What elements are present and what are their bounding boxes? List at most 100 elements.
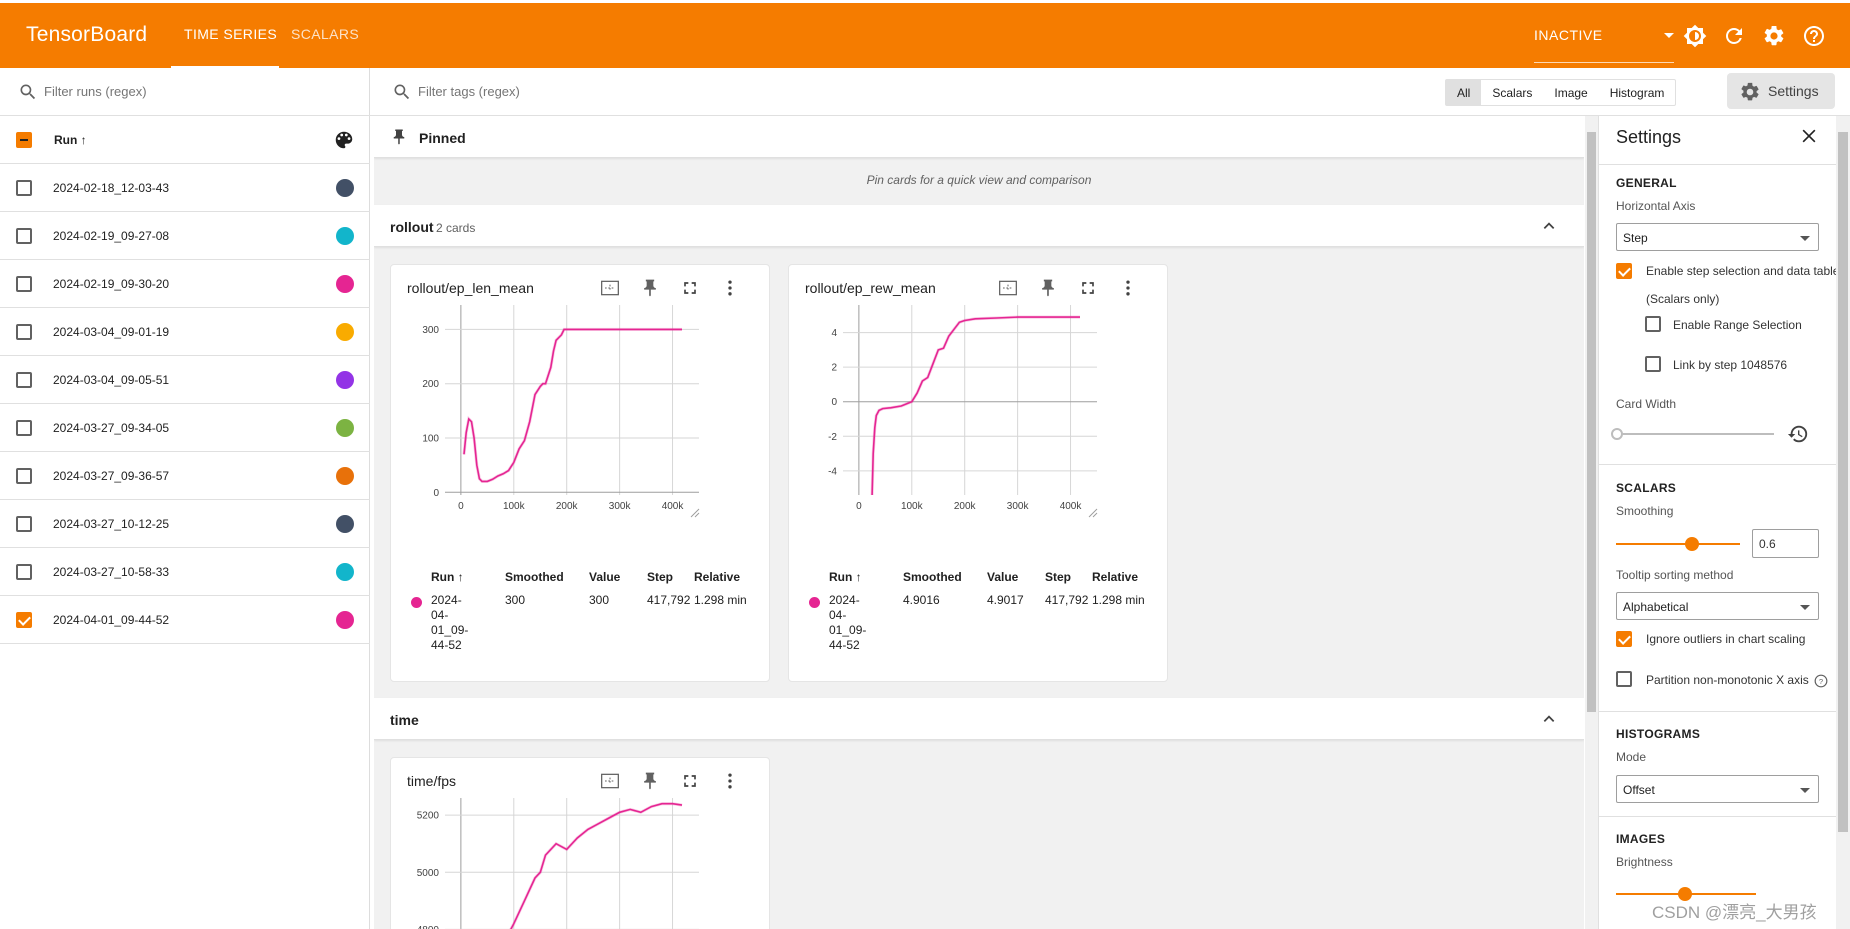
tooltip-sort-select[interactable]: Alphabetical: [1616, 592, 1819, 620]
runs-filter-input[interactable]: Filter runs (regex): [44, 84, 147, 99]
help-icon[interactable]: ?: [1814, 674, 1828, 688]
filter-scalars[interactable]: Scalars: [1492, 86, 1533, 100]
settings-button[interactable]: Settings: [1727, 73, 1835, 109]
chevron-up-icon[interactable]: [1542, 219, 1556, 233]
run-color-swatch[interactable]: [336, 371, 354, 389]
run-checkbox[interactable]: [16, 324, 32, 340]
col-smoothed[interactable]: Smoothed: [505, 570, 564, 584]
run-color-swatch[interactable]: [336, 275, 354, 293]
run-row[interactable]: 2024-02-19_09-27-08: [0, 212, 370, 260]
filter-histogram[interactable]: Histogram: [1609, 86, 1665, 100]
run-checkbox[interactable]: [16, 468, 32, 484]
tag-filter-input[interactable]: Filter tags (regex): [418, 84, 520, 99]
run-color-swatch[interactable]: [336, 227, 354, 245]
card-width-slider-thumb[interactable]: [1611, 428, 1623, 440]
run-color-swatch[interactable]: [336, 419, 354, 437]
brightness-slider-thumb[interactable]: [1678, 887, 1692, 901]
run-checkbox[interactable]: [16, 372, 32, 388]
run-color-swatch[interactable]: [336, 179, 354, 197]
run-checkbox[interactable]: [16, 276, 32, 292]
range-selection-checkbox[interactable]: [1645, 316, 1661, 332]
run-row[interactable]: 2024-02-19_09-30-20: [0, 260, 370, 308]
dark-mode-icon[interactable]: [1683, 24, 1707, 48]
col-step[interactable]: Step: [647, 570, 674, 584]
run-checkbox[interactable]: [16, 180, 32, 196]
col-run[interactable]: Run ↑: [829, 570, 862, 584]
run-color-swatch[interactable]: [336, 611, 354, 629]
y-tick-label: 5000: [417, 868, 440, 879]
histogram-mode-select[interactable]: Offset: [1616, 775, 1819, 803]
more-vert-icon[interactable]: [720, 278, 740, 298]
settings-scrollbar-thumb[interactable]: [1838, 132, 1848, 832]
close-icon[interactable]: [1799, 126, 1819, 146]
fit-domain-icon[interactable]: [599, 278, 621, 298]
smoothing-input[interactable]: 0.6: [1752, 529, 1819, 558]
pin-icon[interactable]: [1038, 277, 1058, 299]
col-relative[interactable]: Relative: [694, 570, 741, 584]
line-chart-ep-len-mean[interactable]: 0 100k 200k 300k 400k 0 100 200 300: [391, 305, 771, 560]
run-color-swatch[interactable]: [336, 563, 354, 581]
pin-icon[interactable]: [640, 770, 660, 792]
line-chart-fps[interactable]: 4800 5000 5200: [391, 798, 771, 929]
filter-image[interactable]: Image: [1554, 86, 1588, 100]
col-value[interactable]: Value: [987, 570, 1019, 584]
content-scrollbar-thumb[interactable]: [1587, 132, 1596, 712]
select-all-checkbox[interactable]: [16, 132, 32, 148]
run-checkbox[interactable]: [16, 228, 32, 244]
more-vert-icon[interactable]: [720, 771, 740, 791]
run-row[interactable]: 2024-03-27_10-12-25: [0, 500, 370, 548]
run-row[interactable]: 2024-03-04_09-05-51: [0, 356, 370, 404]
line-chart-ep-rew-mean[interactable]: 0 100k 200k 300k 400k -4 -2 0 2 4: [789, 305, 1169, 560]
run-color-swatch[interactable]: [336, 515, 354, 533]
run-row[interactable]: 2024-03-27_09-34-05: [0, 404, 370, 452]
gear-icon[interactable]: [1762, 24, 1786, 48]
run-row[interactable]: 2024-02-18_12-03-43: [0, 164, 370, 212]
smoothing-slider-thumb[interactable]: [1685, 537, 1699, 551]
refresh-icon[interactable]: [1722, 24, 1746, 48]
run-row[interactable]: 2024-03-27_09-36-57: [0, 452, 370, 500]
palette-icon[interactable]: [333, 129, 355, 151]
fullscreen-icon[interactable]: [680, 771, 700, 791]
chevron-up-icon[interactable]: [1542, 712, 1556, 726]
settings-button-label: Settings: [1768, 83, 1819, 99]
horizontal-axis-select[interactable]: Step: [1616, 223, 1819, 251]
run-checkbox[interactable]: [16, 516, 32, 532]
ignore-outliers-checkbox[interactable]: [1616, 631, 1632, 647]
col-value[interactable]: Value: [589, 570, 621, 584]
more-vert-icon[interactable]: [1118, 278, 1138, 298]
run-row[interactable]: 2024-04-01_09-44-52: [0, 596, 370, 644]
link-by-step-checkbox[interactable]: [1645, 356, 1661, 372]
run-checkbox[interactable]: [16, 564, 32, 580]
inactive-select-label: INACTIVE: [1534, 27, 1603, 43]
inactive-plugins-select[interactable]: INACTIVE: [1534, 27, 1674, 63]
range-selection-label: Enable Range Selection: [1673, 318, 1802, 332]
tab-time-series[interactable]: TIME SERIES: [184, 26, 278, 42]
run-color-swatch[interactable]: [336, 467, 354, 485]
run-checkbox[interactable]: [16, 420, 32, 436]
run-row[interactable]: 2024-03-27_10-58-33: [0, 548, 370, 596]
pin-icon[interactable]: [640, 277, 660, 299]
col-relative[interactable]: Relative: [1092, 570, 1139, 584]
filter-all[interactable]: All: [1446, 80, 1482, 105]
col-step[interactable]: Step: [1045, 570, 1072, 584]
group-header-time[interactable]: time: [374, 698, 1584, 740]
runs-filter[interactable]: Filter runs (regex): [0, 68, 370, 116]
reset-icon[interactable]: [1787, 423, 1809, 445]
run-checkbox[interactable]: [16, 612, 32, 628]
partition-x-checkbox[interactable]: [1616, 671, 1632, 687]
fullscreen-icon[interactable]: [680, 278, 700, 298]
fit-domain-icon[interactable]: [599, 771, 621, 791]
step-selection-checkbox[interactable]: [1616, 263, 1632, 279]
col-run[interactable]: Run ↑: [431, 570, 464, 584]
fit-domain-icon[interactable]: [997, 278, 1019, 298]
group-header-rollout[interactable]: rollout 2 cards: [374, 205, 1584, 247]
help-icon[interactable]: [1802, 24, 1826, 48]
card-width-slider-track[interactable]: [1616, 433, 1774, 435]
run-column-sort[interactable]: Run ↑: [54, 133, 87, 147]
fullscreen-icon[interactable]: [1078, 278, 1098, 298]
col-smoothed[interactable]: Smoothed: [903, 570, 962, 584]
tab-scalars[interactable]: SCALARS: [291, 26, 360, 42]
run-row[interactable]: 2024-03-04_09-01-19: [0, 308, 370, 356]
app-brand[interactable]: TensorBoard: [26, 23, 148, 46]
run-color-swatch[interactable]: [336, 323, 354, 341]
